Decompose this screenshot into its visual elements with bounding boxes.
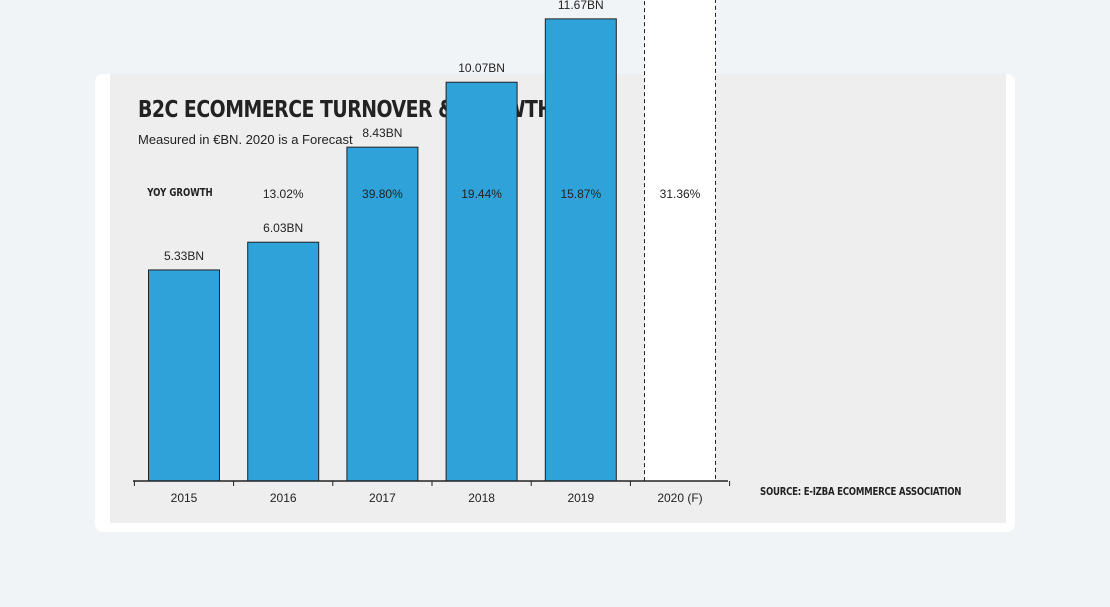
chart-subtitle: Measured in €BN. 2020 is a Forecast xyxy=(138,132,353,147)
source-note: SOURCE: E-IZBA ECOMMERCE ASSOCIATION xyxy=(760,485,962,498)
x-tick-label: 2015 xyxy=(171,491,198,505)
yoy-growth-value: 13.02% xyxy=(263,187,304,201)
value-label: 5.33BN xyxy=(164,249,204,263)
yoy-growth-value: 31.36% xyxy=(660,187,701,201)
yoy-growth-value: 15.87% xyxy=(560,187,601,201)
chart-title: B2C ECOMMERCE TURNOVER & GROWTH RATE xyxy=(138,97,611,123)
yoy-growth-value: 39.80% xyxy=(362,187,403,201)
value-label: 11.67BN xyxy=(558,0,604,12)
x-tick-label: 2016 xyxy=(270,491,297,505)
bar-2018 xyxy=(445,81,518,482)
bars-layer xyxy=(148,0,716,482)
bar-2017 xyxy=(346,146,419,482)
x-tick-label: 2018 xyxy=(468,491,495,505)
x-axis xyxy=(133,480,731,486)
x-tick-label: 2017 xyxy=(369,491,396,505)
value-label: 6.03BN xyxy=(263,221,303,235)
value-label: 10.07BN xyxy=(458,61,505,75)
bar-2019 xyxy=(544,18,617,482)
bar-2015 xyxy=(148,269,220,482)
x-tick-label: 2019 xyxy=(567,491,594,505)
value-label: 8.43BN xyxy=(362,126,402,140)
x-tick-label: 2020 (F) xyxy=(657,491,702,505)
labels-layer: 5.33BN 2015 6.03BN 2016 13.02% 8.43BN 2017 39.8… xyxy=(164,0,703,505)
bar-forecast-2020 (F) xyxy=(644,0,716,482)
bar-2016 xyxy=(247,241,320,482)
yoy-growth-label: YOY GROWTH xyxy=(146,187,212,199)
yoy-growth-value: 19.44% xyxy=(461,187,502,201)
